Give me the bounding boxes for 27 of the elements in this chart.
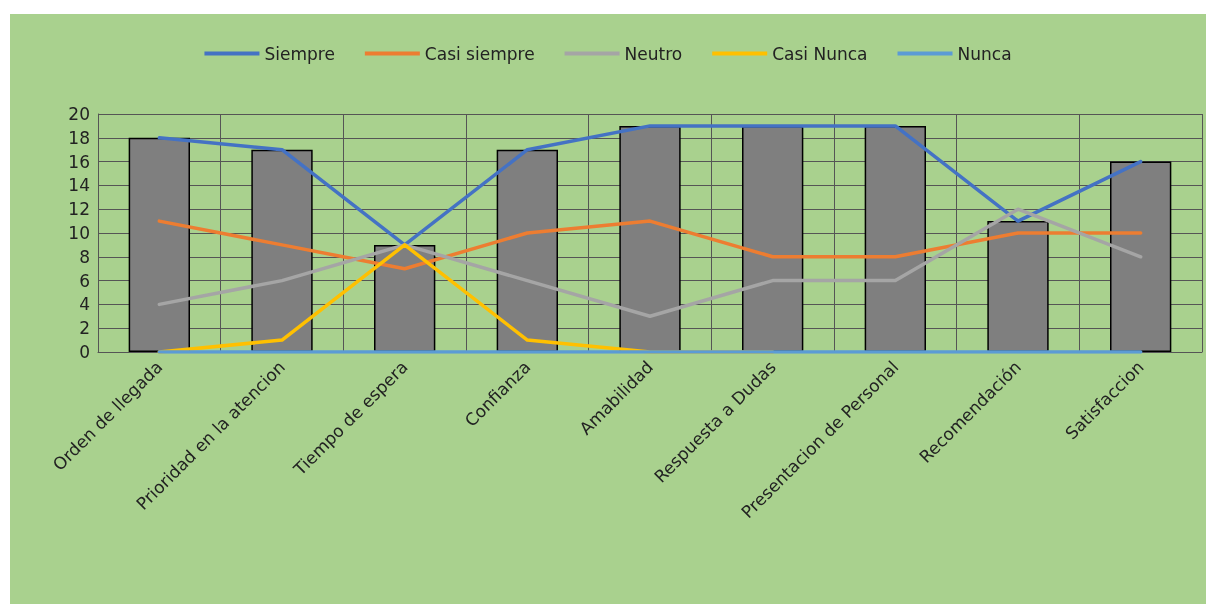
y-tick-label: 12 — [68, 199, 90, 220]
legend-label: Neutro — [624, 43, 683, 64]
legend-label: Casi siempre — [424, 43, 535, 64]
y-tick-label: 6 — [79, 270, 90, 291]
y-tick-label: 10 — [68, 223, 90, 243]
bar — [987, 221, 1049, 352]
line-series — [157, 207, 1143, 319]
y-tick-label: 20 — [68, 104, 90, 124]
bar — [619, 125, 681, 352]
y-tick-label: 0 — [79, 342, 90, 362]
y-tick-label: 16 — [68, 151, 90, 172]
y-tick-label: 14 — [68, 175, 90, 196]
y-tick-label: 8 — [79, 246, 90, 267]
bar — [251, 149, 313, 352]
bar — [128, 137, 190, 352]
y-tick-label: 4 — [79, 294, 90, 315]
bar — [864, 125, 926, 352]
legend-label: Nunca — [957, 43, 1012, 64]
bar — [742, 125, 804, 352]
line-series — [157, 219, 1143, 271]
y-tick-label: 2 — [79, 318, 90, 339]
line-series — [157, 124, 1143, 247]
bar — [496, 149, 558, 352]
legend-label: Siempre — [264, 43, 335, 64]
legend-label: Casi Nunca — [772, 43, 868, 64]
y-tick-label: 18 — [68, 127, 90, 148]
bar — [1110, 161, 1172, 352]
